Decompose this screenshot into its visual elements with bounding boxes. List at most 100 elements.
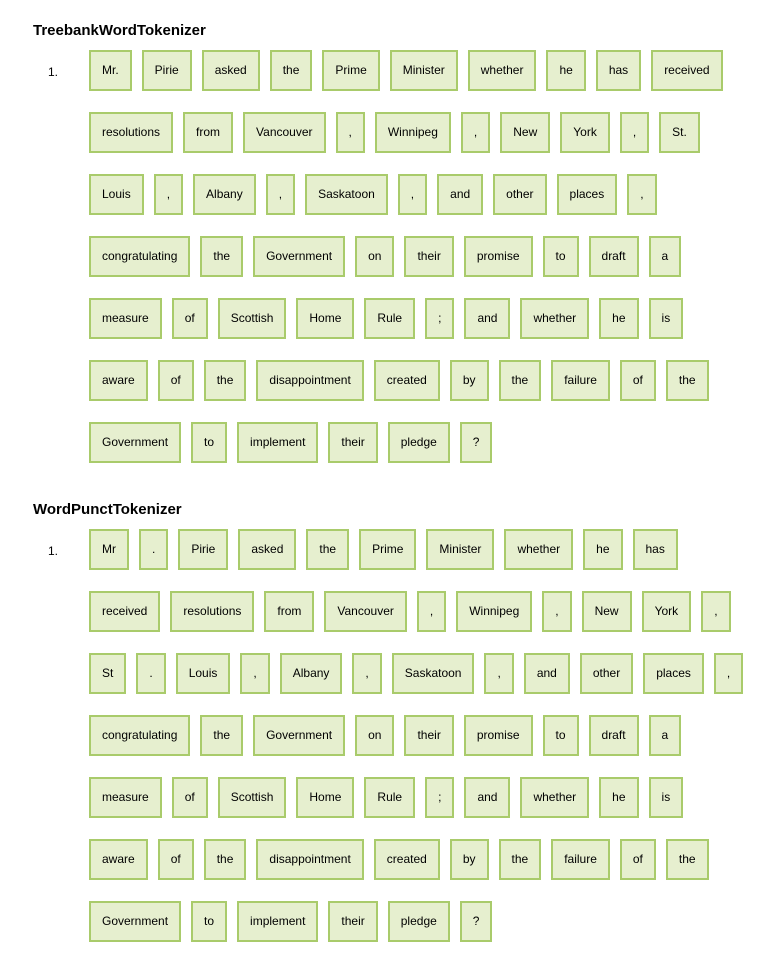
token-chip: of bbox=[157, 839, 194, 880]
token-chip: he bbox=[599, 298, 639, 339]
token-chip: Louis bbox=[89, 174, 144, 215]
token-chip: the bbox=[665, 360, 709, 401]
token-chip: Saskatoon bbox=[391, 653, 475, 694]
token-chip: he bbox=[583, 529, 623, 570]
token-chip: resolutions bbox=[170, 591, 255, 632]
token-chip: received bbox=[651, 50, 723, 91]
token-chip: pledge bbox=[387, 422, 450, 463]
token-chip: measure bbox=[89, 298, 162, 339]
token-chip: of bbox=[157, 360, 194, 401]
token-chip: failure bbox=[551, 839, 610, 880]
token-chip: he bbox=[546, 50, 586, 91]
token-chip: their bbox=[404, 236, 454, 277]
token-chip: aware bbox=[89, 839, 148, 880]
token-chip: and bbox=[464, 298, 511, 339]
token-chip: congratulating bbox=[89, 715, 191, 756]
token-chip: Pirie bbox=[178, 529, 229, 570]
token-chip: , bbox=[352, 653, 382, 694]
token-chip: Minister bbox=[389, 50, 458, 91]
token-chip: , bbox=[701, 591, 731, 632]
token-chip: the bbox=[665, 839, 709, 880]
token-chip: created bbox=[373, 360, 440, 401]
token-chip: failure bbox=[551, 360, 610, 401]
token-chip: , bbox=[265, 174, 296, 215]
token-chip: , bbox=[416, 591, 447, 632]
token-chip: Scottish bbox=[217, 298, 287, 339]
token-chip: of bbox=[171, 777, 208, 818]
token-chip: Scottish bbox=[217, 777, 287, 818]
token-chip: and bbox=[437, 174, 484, 215]
token-chip: the bbox=[498, 839, 542, 880]
token-chip: congratulating bbox=[89, 236, 191, 277]
token-list: Mr. Pirie asked the Prime Minister whether he ha… bbox=[89, 50, 749, 463]
token-chip: York bbox=[560, 112, 610, 153]
token-chip: created bbox=[373, 839, 440, 880]
token-chip: Government bbox=[253, 236, 346, 277]
token-chip: received bbox=[89, 591, 161, 632]
token-chip: , bbox=[484, 653, 514, 694]
token-chip: Vancouver bbox=[324, 591, 407, 632]
token-chip: the bbox=[203, 360, 247, 401]
token-chip: of bbox=[171, 298, 208, 339]
token-chip: the bbox=[269, 50, 313, 91]
token-chip: has bbox=[632, 529, 678, 570]
token-chip: , bbox=[619, 112, 650, 153]
token-chip: whether bbox=[467, 50, 537, 91]
token-chip: New bbox=[581, 591, 632, 632]
token-chip: Pirie bbox=[141, 50, 192, 91]
token-chip: Saskatoon bbox=[305, 174, 388, 215]
token-chip: Rule bbox=[364, 298, 416, 339]
token-chip: Winnipeg bbox=[456, 591, 533, 632]
token-chip: resolutions bbox=[89, 112, 174, 153]
token-chip: Minister bbox=[426, 529, 495, 570]
token-chip: , bbox=[240, 653, 270, 694]
token-chip: other bbox=[579, 653, 634, 694]
token-chip: , bbox=[335, 112, 365, 153]
token-chip: to bbox=[191, 901, 228, 942]
token-chip: he bbox=[599, 777, 639, 818]
token-chip: ? bbox=[459, 422, 493, 463]
token-chip: asked bbox=[201, 50, 260, 91]
token-chip: pledge bbox=[387, 901, 450, 942]
token-chip: to bbox=[542, 715, 579, 756]
token-chip: on bbox=[355, 715, 395, 756]
token-chip: of bbox=[619, 360, 656, 401]
token-chip: to bbox=[191, 422, 228, 463]
token-chip: and bbox=[464, 777, 511, 818]
token-chip: Home bbox=[296, 298, 355, 339]
token-chip: Vancouver bbox=[243, 112, 326, 153]
token-chip: of bbox=[619, 839, 656, 880]
token-chip: ; bbox=[425, 298, 455, 339]
token-chip: , bbox=[713, 653, 744, 694]
token-chip: Louis bbox=[175, 653, 231, 694]
token-chip: to bbox=[542, 236, 579, 277]
token-chip: promise bbox=[463, 236, 533, 277]
token-chip: places bbox=[643, 653, 704, 694]
token-chip: ? bbox=[459, 901, 493, 942]
token-chip: . bbox=[136, 653, 166, 694]
token-chip: York bbox=[641, 591, 692, 632]
token-chip: whether bbox=[504, 529, 574, 570]
token-chip: ; bbox=[425, 777, 455, 818]
token-chip: by bbox=[449, 839, 489, 880]
token-chip: disappointment bbox=[256, 360, 364, 401]
token-chip: measure bbox=[89, 777, 162, 818]
token-chip: on bbox=[355, 236, 395, 277]
token-chip: by bbox=[449, 360, 489, 401]
token-chip: their bbox=[404, 715, 454, 756]
token-chip: from bbox=[183, 112, 234, 153]
token-chip: Rule bbox=[364, 777, 416, 818]
section-title: WordPunctTokenizer bbox=[33, 501, 182, 518]
token-chip: and bbox=[523, 653, 570, 694]
token-chip: St bbox=[89, 653, 127, 694]
token-chip: other bbox=[493, 174, 547, 215]
token-chip: their bbox=[328, 901, 378, 942]
token-chip: Albany bbox=[279, 653, 343, 694]
token-chip: the bbox=[200, 236, 244, 277]
token-chip: promise bbox=[463, 715, 533, 756]
token-chip: , bbox=[397, 174, 428, 215]
token-chip: their bbox=[328, 422, 378, 463]
token-chip: Mr bbox=[89, 529, 129, 570]
token-chip: , bbox=[153, 174, 184, 215]
token-chip: has bbox=[595, 50, 642, 91]
